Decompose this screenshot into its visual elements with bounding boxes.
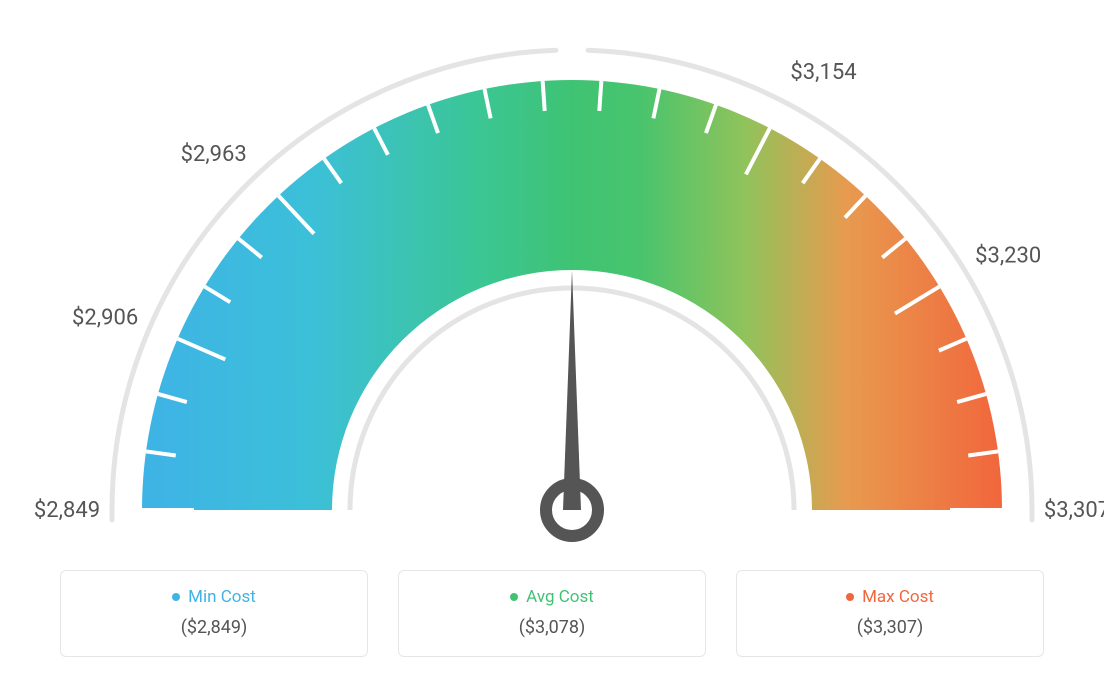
avg-value: ($3,078) [419, 617, 685, 638]
tick-label: $2,963 [181, 142, 247, 167]
summary-label-row: Min Cost [81, 587, 347, 607]
max-label: Max Cost [862, 587, 934, 607]
gauge-area: $2,849$2,906$2,963$3,078$3,154$3,230$3,3… [20, 20, 1084, 560]
tick-label: $3,154 [790, 60, 856, 85]
max-dot [846, 593, 854, 601]
avg-dot [510, 593, 518, 601]
tick-label: $2,906 [72, 306, 138, 331]
max-value: ($3,307) [757, 617, 1023, 638]
tick-label: $3,307 [1044, 498, 1104, 523]
min-dot [172, 593, 180, 601]
summary-card-max: Max Cost ($3,307) [736, 570, 1044, 657]
min-value: ($2,849) [81, 617, 347, 638]
summary-row: Min Cost ($2,849) Avg Cost ($3,078) Max … [20, 570, 1084, 657]
tick-label: $2,849 [34, 498, 100, 523]
avg-label: Avg Cost [526, 587, 594, 607]
gauge-chart-container: $2,849$2,906$2,963$3,078$3,154$3,230$3,3… [0, 0, 1104, 690]
tick-label: $3,230 [975, 244, 1041, 269]
summary-card-min: Min Cost ($2,849) [60, 570, 368, 657]
gauge-svg: $2,849$2,906$2,963$3,078$3,154$3,230$3,3… [20, 20, 1104, 560]
summary-card-avg: Avg Cost ($3,078) [398, 570, 706, 657]
summary-label-row: Max Cost [757, 587, 1023, 607]
gauge-needle [563, 270, 581, 510]
summary-label-row: Avg Cost [419, 587, 685, 607]
min-label: Min Cost [188, 587, 256, 607]
